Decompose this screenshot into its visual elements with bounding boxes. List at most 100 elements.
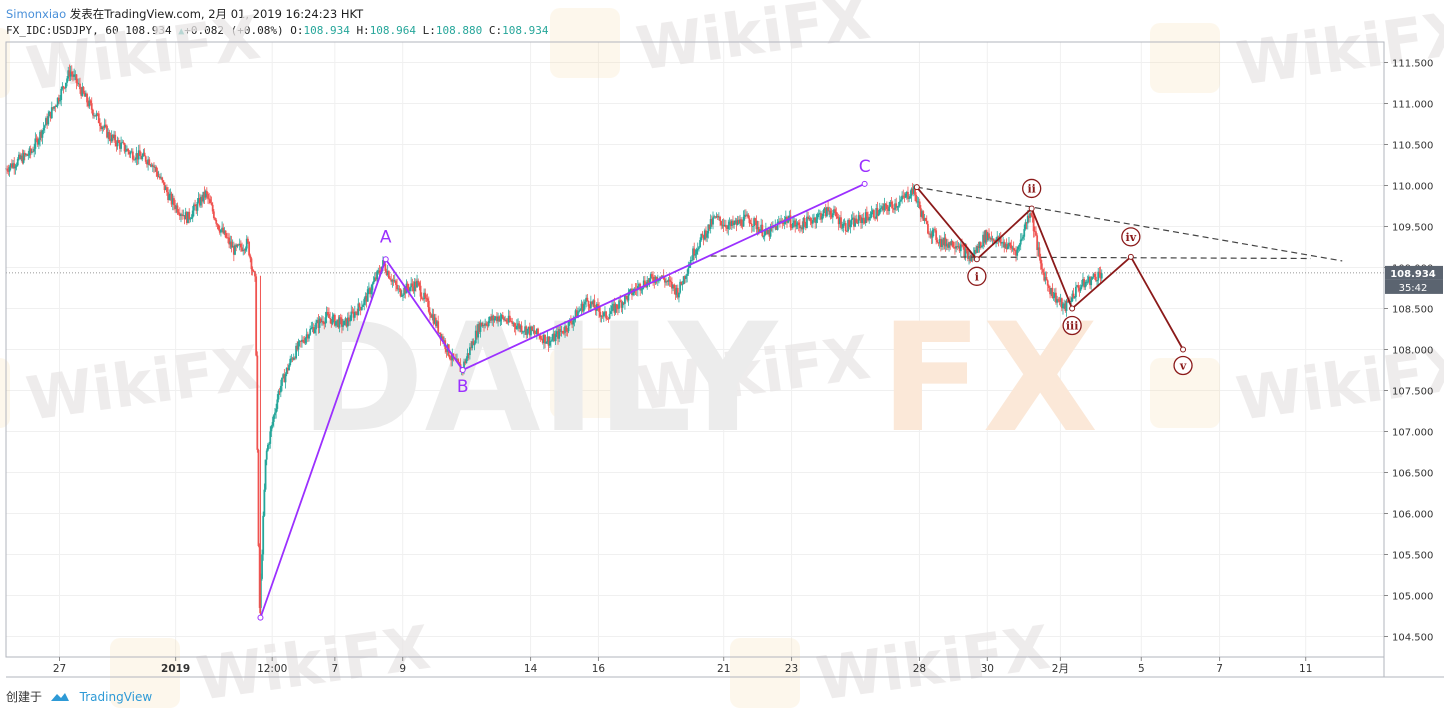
- candle-body: [768, 230, 771, 237]
- candle-body: [668, 279, 671, 282]
- candle-body: [157, 176, 160, 178]
- candle-body: [441, 336, 444, 343]
- candle-body: [515, 325, 518, 329]
- candle-body: [288, 365, 290, 371]
- candle-body: [88, 100, 91, 107]
- candle-body: [283, 374, 286, 383]
- candle-body: [609, 311, 612, 314]
- candle-body: [247, 238, 249, 242]
- candle-body: [360, 306, 363, 310]
- candle-body: [115, 142, 118, 147]
- candle-body: [1025, 222, 1028, 224]
- candle-body: [512, 323, 515, 325]
- candle-body: [1039, 257, 1042, 264]
- author-link[interactable]: Simonxiao: [6, 7, 67, 21]
- impulse-label-ring: [1022, 178, 1042, 199]
- candle-body: [685, 275, 687, 279]
- candle-body: [1060, 298, 1063, 309]
- candle-body: [671, 282, 673, 289]
- candle-body: [79, 83, 81, 90]
- candle-body: [493, 318, 496, 321]
- candle-body: [196, 201, 199, 211]
- candle-body: [1019, 239, 1022, 245]
- candle-body: [727, 224, 730, 229]
- candle-body: [894, 203, 896, 210]
- candle-body: [777, 221, 780, 223]
- candle-body: [363, 299, 366, 305]
- candle-body: [917, 201, 920, 203]
- candle-body: [419, 285, 422, 297]
- candle-body: [860, 216, 862, 224]
- candle-body: [1012, 247, 1015, 251]
- candle-body: [526, 328, 529, 335]
- candle-body: [918, 201, 921, 209]
- candle-body: [225, 237, 228, 239]
- candle-body: [190, 217, 193, 219]
- candle-body: [707, 224, 710, 234]
- candle-body: [921, 211, 923, 217]
- candle-body: [42, 127, 45, 131]
- candle-body: [620, 301, 623, 308]
- candle-body: [439, 332, 442, 340]
- candle-body: [820, 213, 822, 220]
- candle-body: [346, 317, 349, 327]
- candle-body: [156, 171, 159, 177]
- candle-body: [60, 88, 63, 101]
- candle-body: [721, 224, 724, 226]
- candle-body: [311, 327, 314, 329]
- candle-body: [369, 288, 371, 295]
- candle-body: [693, 248, 696, 256]
- candle-body: [413, 281, 416, 292]
- candle-body: [389, 278, 391, 280]
- candle-body: [881, 206, 884, 209]
- dailyfx-watermark: DAILY: [300, 292, 780, 466]
- candle-body: [45, 118, 47, 126]
- candle-body: [216, 223, 219, 225]
- candle-body: [498, 316, 501, 322]
- candle-body: [827, 207, 830, 211]
- candle-body: [612, 303, 615, 306]
- candle-body: [123, 143, 126, 152]
- candle-body: [15, 165, 18, 167]
- candle-body: [722, 224, 725, 227]
- candle-body: [66, 78, 68, 83]
- candle-body: [903, 196, 906, 198]
- candle-body: [829, 210, 832, 215]
- candle-body: [155, 167, 158, 172]
- candle-body: [228, 237, 231, 245]
- candle-body: [1002, 241, 1004, 243]
- candle-body: [700, 233, 703, 241]
- candle-body: [558, 329, 561, 339]
- candle-body: [584, 301, 586, 305]
- candle-body: [102, 127, 105, 129]
- candle-body: [1013, 250, 1016, 251]
- candle-body: [1043, 272, 1046, 281]
- y-tick-label: 105.000: [1392, 592, 1433, 603]
- tradingview-brand[interactable]: TradingView: [79, 690, 153, 704]
- candle-body: [557, 331, 559, 339]
- candle-body: [450, 359, 453, 361]
- impulse-wave-label: iv: [1126, 231, 1137, 244]
- candle-body: [706, 233, 709, 238]
- y-tick-label: 109.500: [1392, 223, 1433, 234]
- candle-body: [316, 320, 319, 323]
- candle-body: [331, 316, 334, 325]
- candle-body: [344, 318, 347, 321]
- candle-body: [130, 151, 133, 153]
- candle-body: [911, 188, 914, 194]
- candle-body: [774, 225, 777, 227]
- candle-body: [488, 316, 491, 321]
- candle-body: [589, 301, 592, 309]
- candle-body: [905, 192, 908, 194]
- candle-body: [387, 271, 390, 279]
- candle-body: [144, 156, 147, 162]
- candle-body: [1084, 282, 1087, 288]
- candle-body: [989, 237, 992, 239]
- candle-body: [514, 326, 517, 329]
- candle-body: [867, 216, 869, 221]
- candle-body: [1062, 303, 1064, 309]
- candle-body: [655, 276, 658, 282]
- candle-body: [290, 358, 293, 360]
- candle-body: [97, 113, 100, 124]
